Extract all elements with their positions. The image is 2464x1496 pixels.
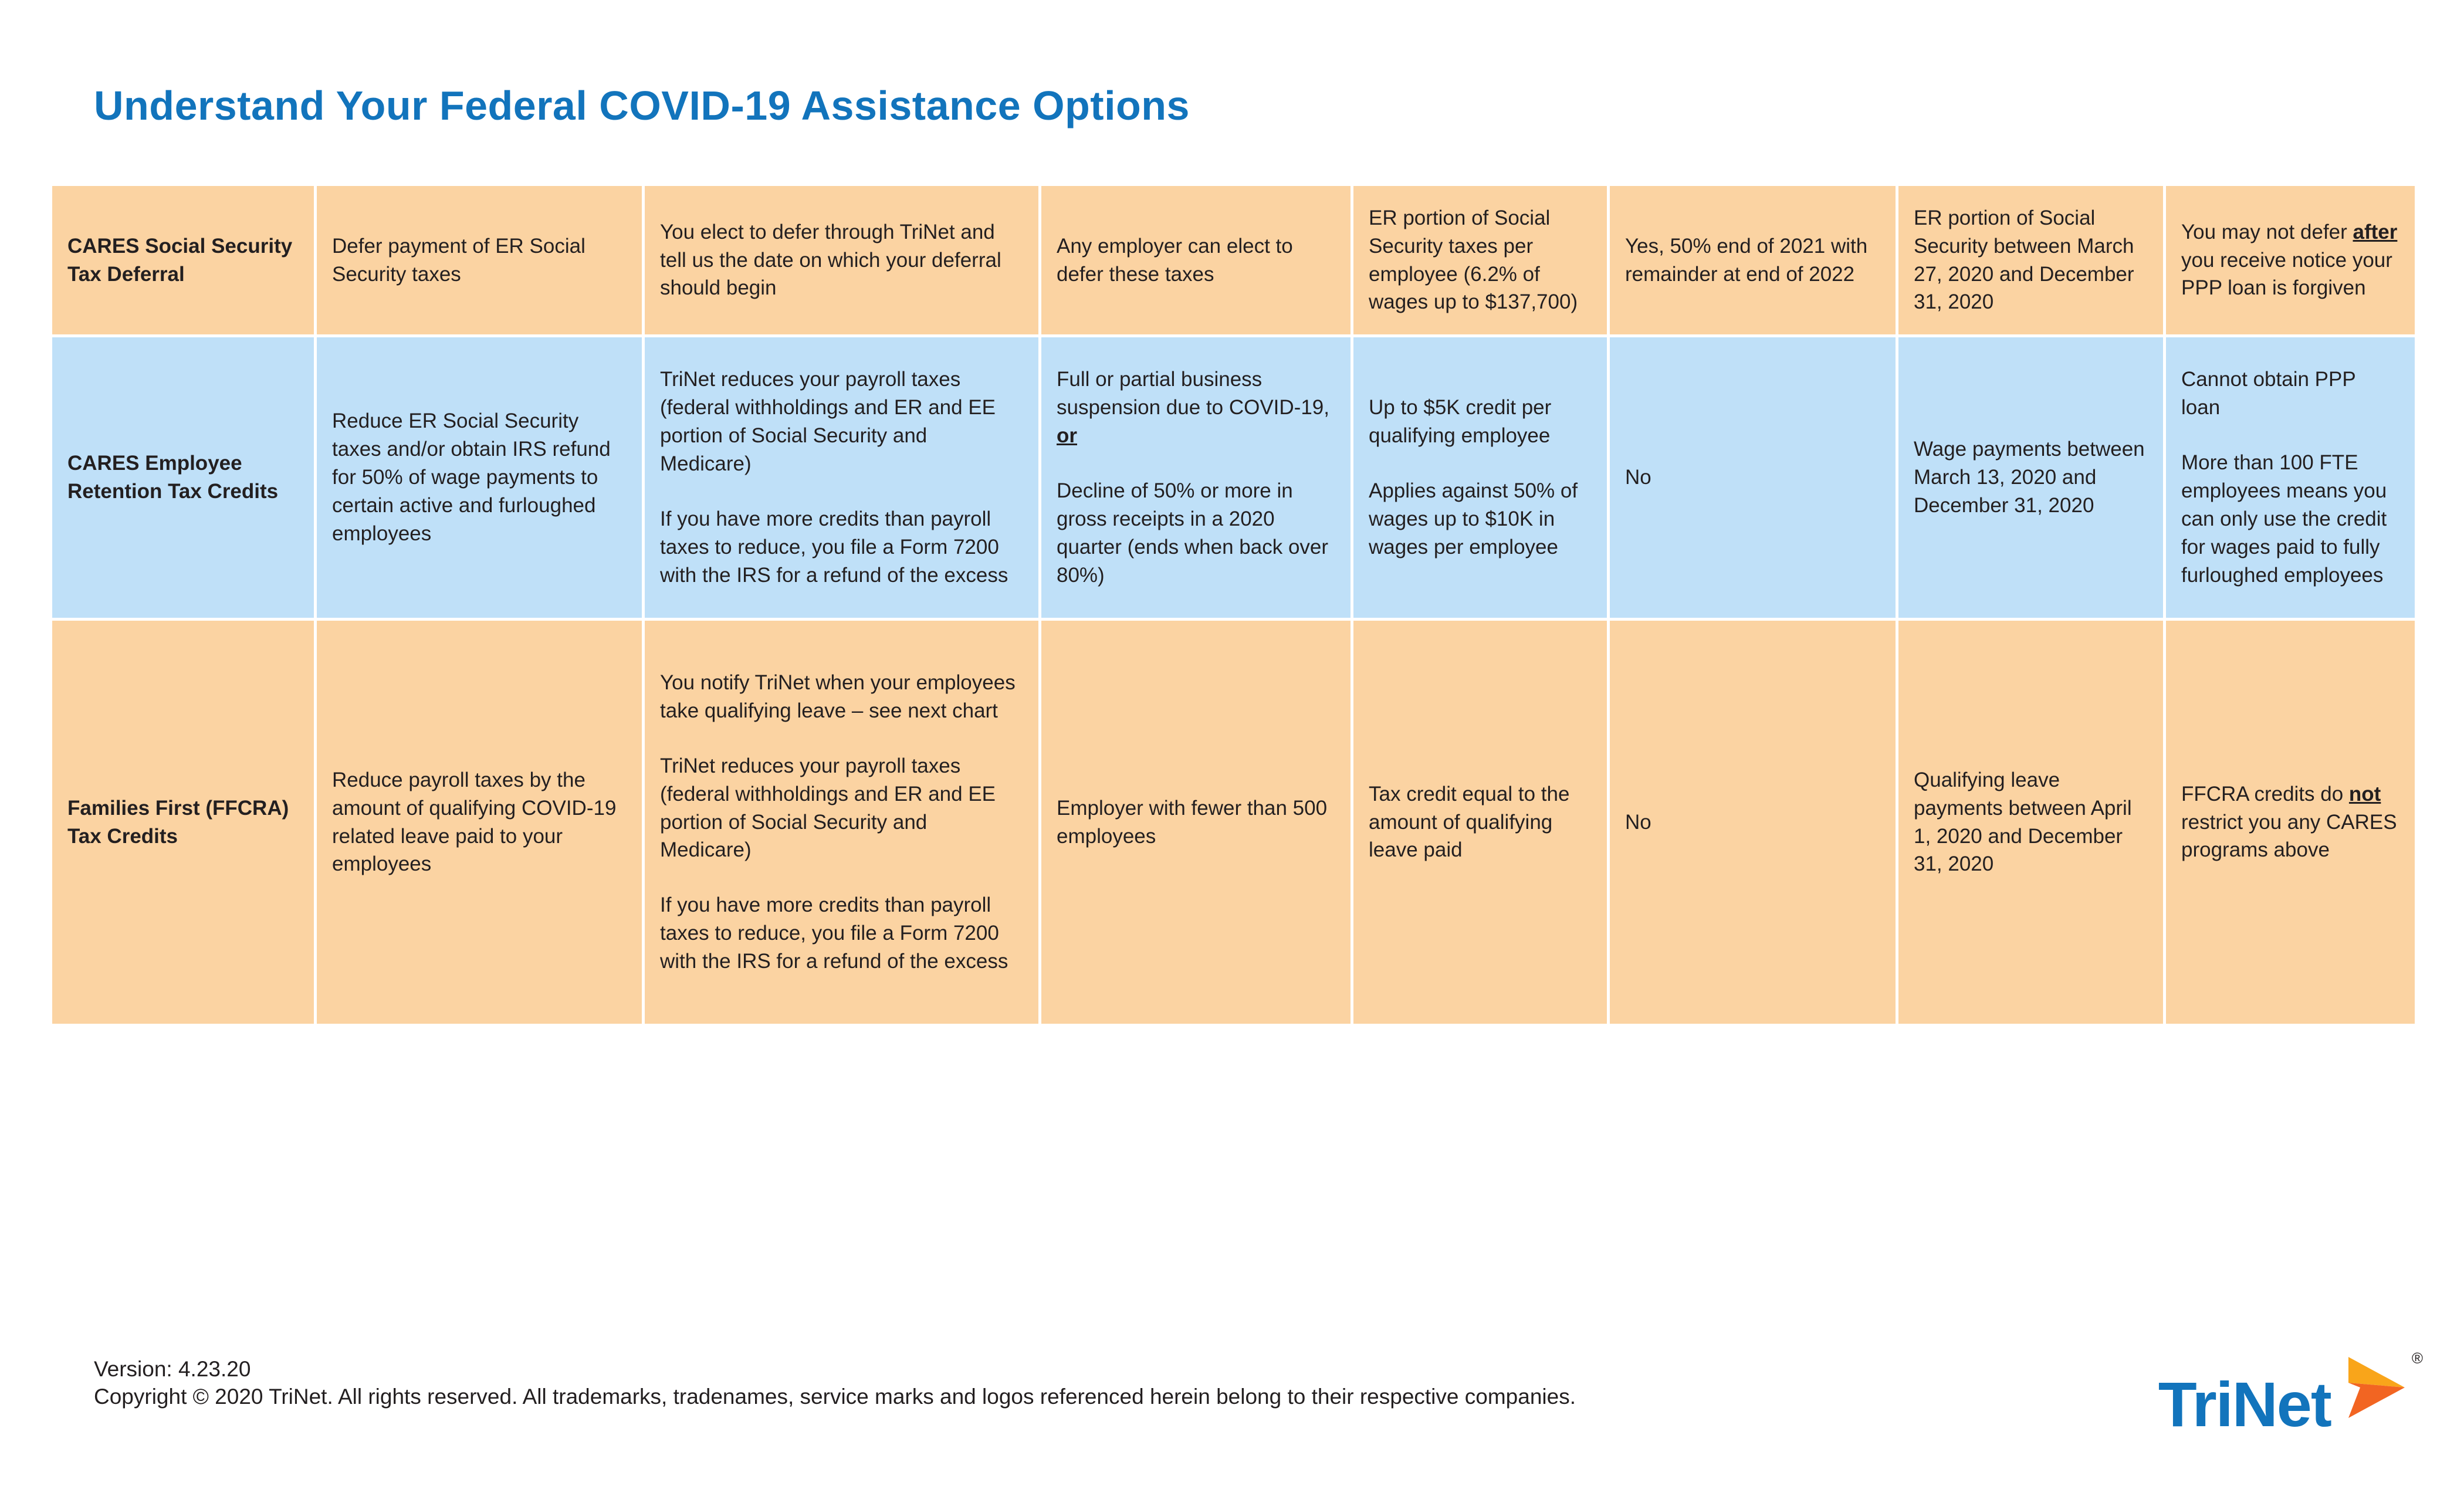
table-cell: TriNet reduces your payroll taxes (feder… (642, 334, 1041, 621)
row-header: CARES Social Security Tax Deferral (49, 183, 317, 337)
table-cell: FFCRA credits do not restrict you any CA… (2163, 618, 2418, 1027)
table-cell: Reduce ER Social Security taxes and/or o… (314, 334, 645, 621)
copyright-text: Copyright © 2020 TriNet. All rights rese… (94, 1385, 1576, 1409)
table-cell: Any employer can elect to defer these ta… (1038, 183, 1353, 337)
table-cell: Full or partial business suspension due … (1038, 334, 1353, 621)
footer: Version: 4.23.20 Copyright © 2020 TriNet… (94, 1355, 1576, 1411)
table-cell: No (1607, 618, 1898, 1027)
row-header: Families First (FFCRA) Tax Credits (49, 618, 317, 1027)
registered-trademark-symbol: ® (2411, 1349, 2423, 1367)
table-cell: Tax credit equal to the amount of qualif… (1351, 618, 1610, 1027)
table-cell: Up to $5K credit per qualifying employee… (1351, 334, 1610, 621)
table-cell: Yes, 50% end of 2021 with remainder at e… (1607, 183, 1898, 337)
table-cell: ER portion of Social Security between Ma… (1896, 183, 2166, 337)
trinet-logo-text: TriNet (2158, 1369, 2332, 1440)
row-header: CARES Employee Retention Tax Credits (49, 334, 317, 621)
table-cell: Reduce payroll taxes by the amount of qu… (314, 618, 645, 1027)
table-cell: Wage payments between March 13, 2020 and… (1896, 334, 2166, 621)
trinet-logo: TriNet ® (2158, 1349, 2423, 1436)
table-cell: You notify TriNet when your employees ta… (642, 618, 1041, 1027)
table-row-ffcra-tax-credits: Families First (FFCRA) Tax Credits Reduc… (49, 618, 2418, 1027)
table-cell: Defer payment of ER Social Security taxe… (314, 183, 645, 337)
assistance-options-table: CARES Social Security Tax Deferral Defer… (49, 183, 2418, 1027)
table-cell: Employer with fewer than 500 employees (1038, 618, 1353, 1027)
trinet-arrow-icon (2348, 1357, 2405, 1418)
page-title: Understand Your Federal COVID-19 Assista… (94, 83, 1190, 128)
version-text: Version: 4.23.20 (94, 1357, 251, 1381)
table-cell: Qualifying leave payments between April … (1896, 618, 2166, 1027)
table-cell: You elect to defer through TriNet and te… (642, 183, 1041, 337)
table-cell: Cannot obtain PPP loan More than 100 FTE … (2163, 334, 2418, 621)
table-cell: ER portion of Social Security taxes per … (1351, 183, 1610, 337)
table-row-cares-ss-tax-deferral: CARES Social Security Tax Deferral Defer… (49, 183, 2418, 337)
table-row-cares-retention-credits: CARES Employee Retention Tax Credits Red… (49, 334, 2418, 621)
table-cell: No (1607, 334, 1898, 621)
table-cell: You may not defer after you receive noti… (2163, 183, 2418, 337)
